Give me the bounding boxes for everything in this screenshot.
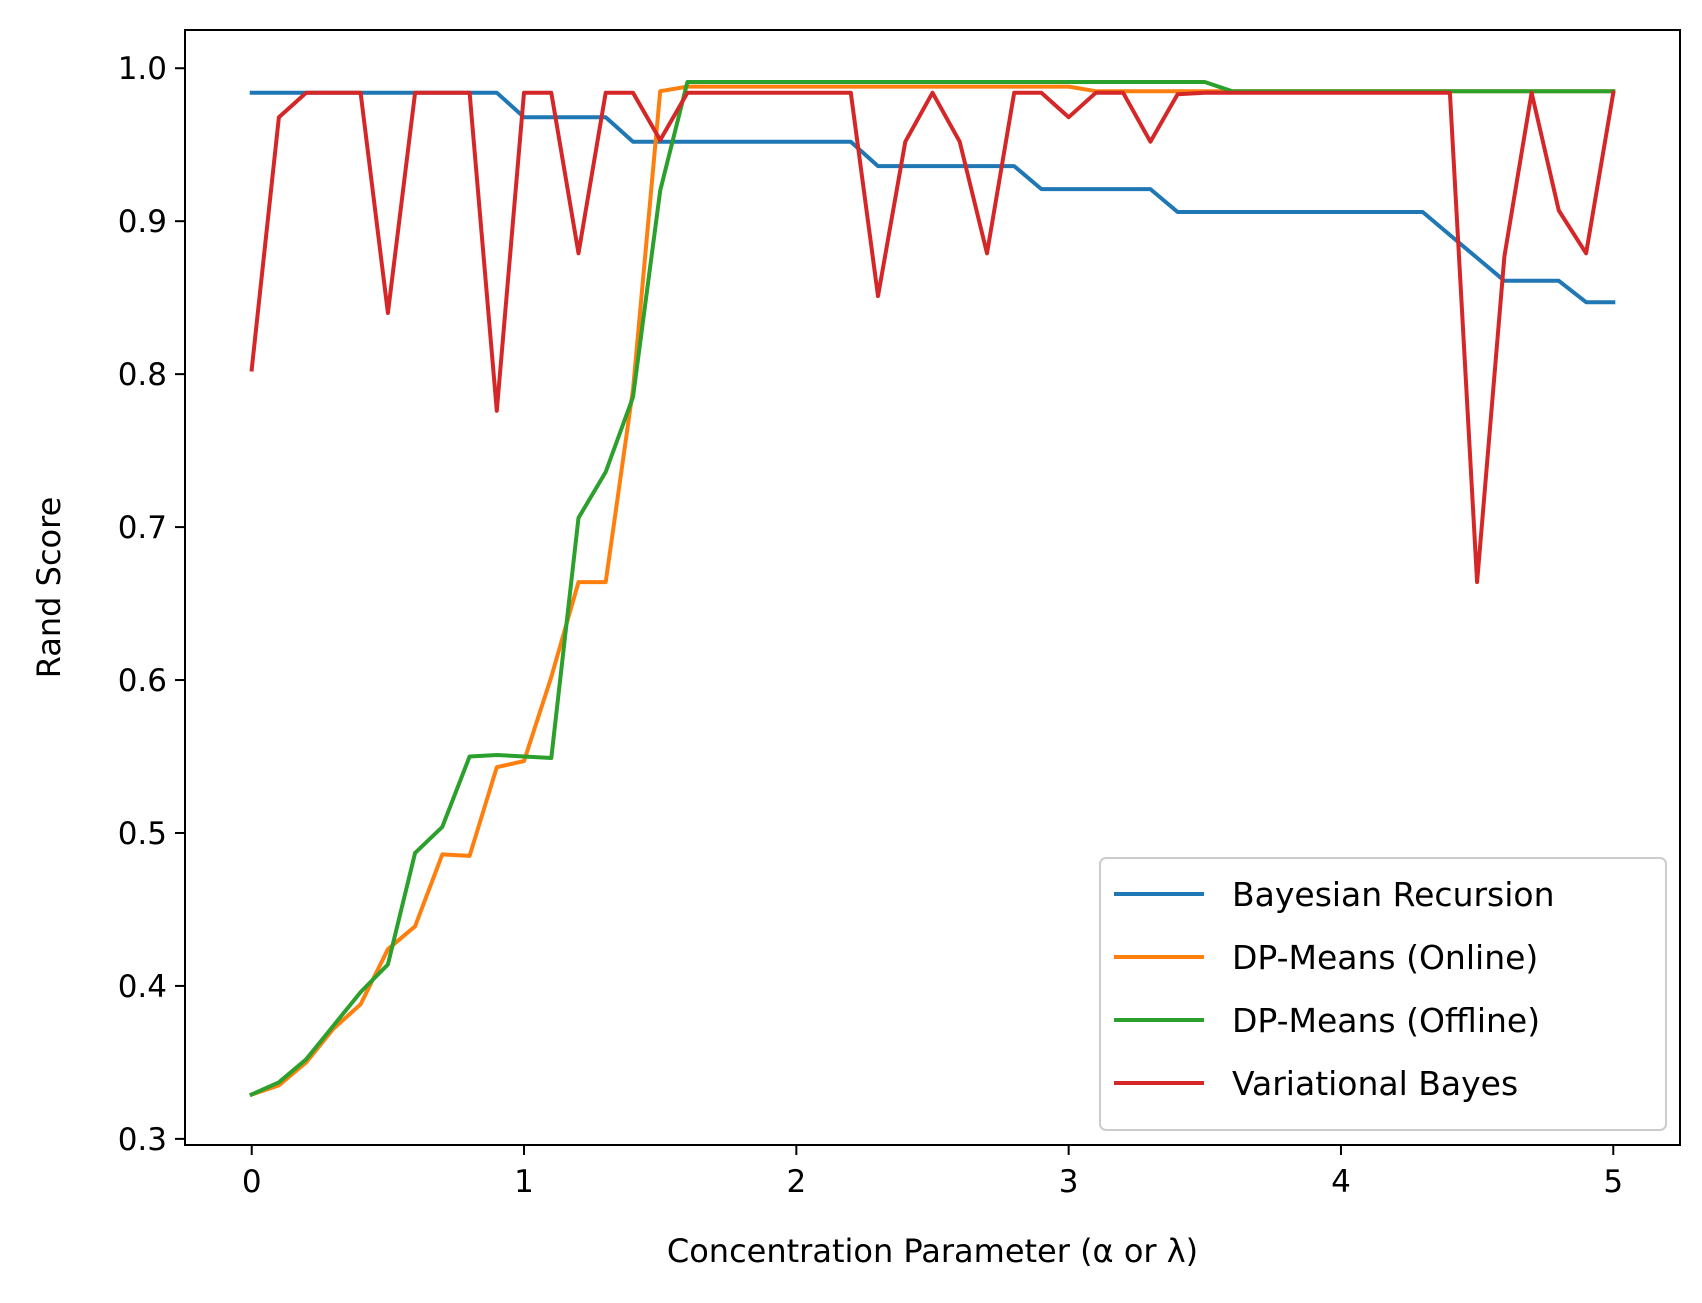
y-tick-label: 0.5	[118, 816, 167, 852]
x-tick-label: 4	[1331, 1164, 1351, 1200]
legend-label-2: DP-Means (Offline)	[1232, 1001, 1540, 1040]
y-tick-label: 0.9	[118, 204, 167, 240]
legend: Bayesian Recursion DP-Means (Online) DP-Me…	[1099, 857, 1667, 1131]
x-tick-label: 0	[242, 1164, 262, 1200]
legend-label-3: Variational Bayes	[1232, 1064, 1518, 1103]
legend-box	[1099, 857, 1667, 1131]
series-line-0	[249, 90, 1616, 305]
y-tick-label: 0.4	[118, 969, 167, 1005]
legend-label-1: DP-Means (Online)	[1232, 938, 1538, 977]
y-tick-label: 0.6	[118, 663, 167, 699]
y-axis: 0.3 0.4 0.5 0.6 0.7 0.8 0.9 1.0	[118, 51, 185, 1158]
x-axis: 0 1 2 3 4 5	[242, 1145, 1623, 1200]
x-tick-label: 1	[514, 1164, 534, 1200]
plot-frame	[184, 29, 1681, 1146]
legend-label-0: Bayesian Recursion	[1232, 875, 1555, 914]
series-layer	[249, 80, 1616, 1098]
x-tick-label: 3	[1059, 1164, 1079, 1200]
x-axis-label: Concentration Parameter (α or λ)	[667, 1232, 1198, 1270]
x-tick-label: 5	[1603, 1164, 1623, 1200]
y-tick-label: 0.7	[118, 510, 167, 546]
y-tick-label: 0.3	[118, 1122, 167, 1158]
series-line-3	[249, 90, 1616, 585]
x-tick-label: 2	[786, 1164, 806, 1200]
y-tick-label: 1.0	[118, 51, 167, 87]
y-tick-label: 0.8	[118, 357, 167, 393]
y-axis-label: Rand Score	[30, 497, 68, 679]
